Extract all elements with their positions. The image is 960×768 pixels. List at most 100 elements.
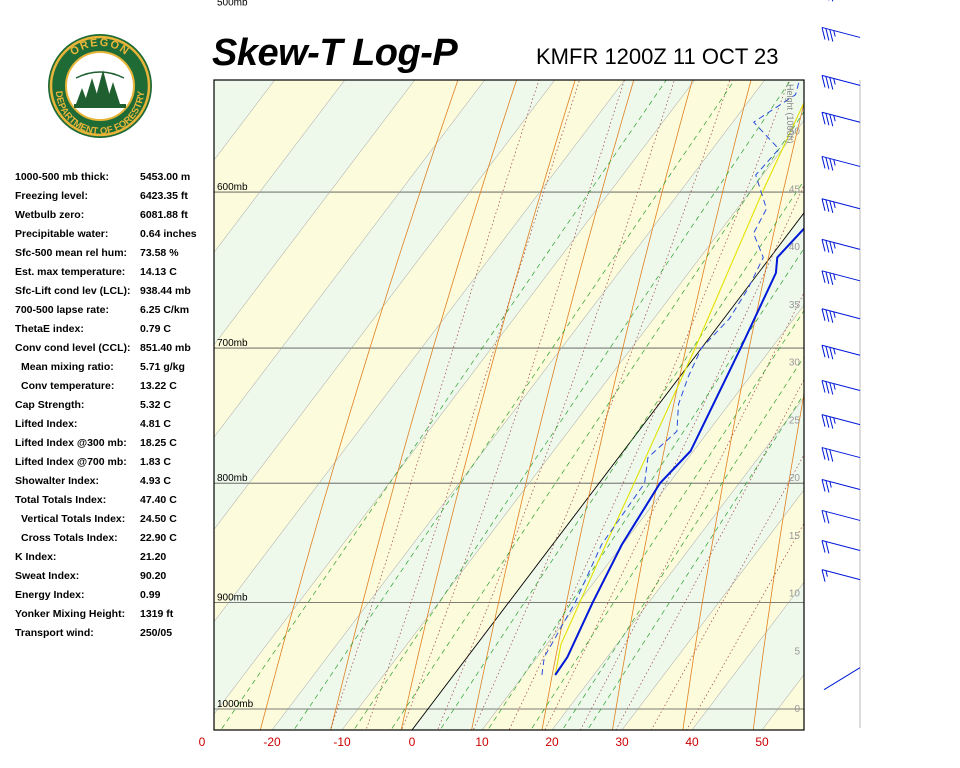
stat-label: Conv temperature: [21, 380, 115, 392]
x-tick-label: 30 [615, 735, 629, 749]
stat-value: 0.79 C [140, 323, 171, 335]
x-tick-label: 40 [685, 735, 699, 749]
stat-row: Cross Totals Index: 22.90 C [15, 529, 211, 548]
wind-barb-staff [821, 447, 861, 459]
height-tick-label: 45 [789, 184, 801, 195]
wind-barb-full [829, 77, 834, 90]
wind-barb-staff [821, 270, 861, 282]
moist-adiabat-line [401, 80, 625, 730]
height-tick-label: 15 [789, 531, 801, 542]
dry-adiabat-line [752, 392, 804, 730]
wind-barb-full [821, 75, 826, 88]
wind-barb-half [833, 115, 836, 122]
stat-value: 5453.00 m [140, 171, 191, 183]
wind-barb-full [821, 239, 826, 252]
stat-value: 1.83 C [140, 456, 171, 468]
stat-label: Lifted Index: [15, 418, 78, 430]
temperature-line [554, 227, 804, 676]
pressure-label: 800mb [217, 473, 248, 484]
stat-value: 5.71 g/kg [140, 361, 185, 373]
isotherm-line [551, 397, 804, 730]
dry-adiabat-line [259, 80, 459, 730]
mixing-ratio-line [439, 180, 804, 730]
stat-row: Sweat Index: 90.20 [15, 567, 211, 586]
height-axis-label: Height (1000ft) [785, 84, 795, 144]
wind-barb-full [829, 310, 834, 323]
wind-barb-full [821, 447, 826, 460]
x-tick-label: 20 [545, 735, 559, 749]
chart-title: Skew-T Log-P [212, 32, 458, 74]
stat-row: Wetbulb zero: 6081.88 ft [15, 206, 211, 225]
wind-barb-staff [821, 509, 861, 521]
wind-barb-full [825, 113, 830, 126]
wind-barb-staff [821, 479, 861, 490]
stat-row: Transport wind: 250/05 [15, 624, 211, 643]
stat-label: Sweat Index: [15, 570, 80, 582]
wind-barb-staff [821, 414, 861, 426]
wind-barb-staff [821, 344, 861, 356]
dewpoint-line [541, 80, 801, 676]
wind-barb-full [829, 449, 834, 462]
stat-row: Est. max temperature: 14.13 C [15, 263, 211, 282]
wind-barb-full [821, 479, 826, 492]
pressure-label: 1000mb [217, 699, 254, 710]
stat-value: 1319 ft [140, 608, 174, 620]
stat-row: Conv cond level (CCL): 851.40 mb [15, 339, 211, 358]
stat-label: Total Totals Index: [15, 494, 107, 506]
dry-adiabat-line [612, 80, 752, 730]
pressure-label: 600mb [217, 182, 248, 193]
wind-barb-staff [821, 380, 861, 391]
moist-adiabat-line [329, 80, 540, 730]
stat-row: 700-500 lapse rate: 6.25 C/km [15, 301, 211, 320]
wind-barb-staff [821, 238, 861, 250]
moist-adiabat-line [579, 291, 804, 730]
stat-row: Lifted Index @700 mb: 1.83 C [15, 453, 211, 472]
wind-barb-full [825, 271, 830, 284]
height-tick-label: 30 [789, 358, 801, 369]
stat-label: Lifted Index @300 mb: [15, 437, 127, 449]
stat-row: K Index: 21.20 [15, 548, 211, 567]
stat-row: Total Totals Index: 47.40 C [15, 491, 211, 510]
isotherm-line [214, 80, 626, 623]
dry-adiabat-line [682, 101, 804, 730]
wind-barb-staff [821, 198, 861, 210]
isotherm-line [214, 80, 696, 715]
stat-value: 851.40 mb [140, 342, 191, 354]
wind-barb-full [821, 308, 826, 321]
wind-barb-staff [821, 155, 861, 167]
stat-label: Cap Strength: [15, 399, 85, 411]
height-tick-label: 35 [789, 300, 801, 311]
stat-label: 700-500 lapse rate: [15, 304, 109, 316]
wind-barb-half [833, 30, 836, 37]
x-tick-label: 0 [199, 735, 206, 749]
moist-adiabat-line [437, 80, 675, 730]
wind-barb-staff [821, 111, 861, 123]
wind-barb-full [821, 380, 826, 393]
stat-label: Showalter Index: [15, 475, 100, 487]
wind-barb-full [825, 76, 830, 89]
wind-barb-half [833, 383, 836, 390]
wind-barb [821, 509, 861, 524]
wind-barb-half [829, 481, 832, 488]
height-tick-label: 25 [789, 415, 801, 426]
wind-barb [828, 0, 834, 2]
wind-barb [821, 447, 861, 462]
stat-row: Yonker Mixing Height: 1319 ft [15, 605, 211, 624]
wind-barb [821, 238, 861, 254]
wind-barb-full [829, 29, 834, 42]
wind-barb [821, 380, 861, 395]
wind-barb [821, 414, 861, 429]
stat-row: Sfc-500 mean rel hum: 73.58 % [15, 244, 211, 263]
pressure-label: 700mb [217, 338, 248, 349]
wind-barb-full [831, 0, 834, 2]
stat-value: 6423.35 ft [140, 190, 188, 202]
stat-value: 73.58 % [140, 247, 179, 259]
stat-label: Energy Index: [15, 589, 85, 601]
wind-barb-half [833, 348, 836, 355]
mixing-ratio-line [353, 80, 792, 730]
stat-value: 0.99 [140, 589, 161, 601]
height-tick-label: 20 [789, 473, 801, 484]
stat-label: Wetbulb zero: [15, 209, 85, 221]
